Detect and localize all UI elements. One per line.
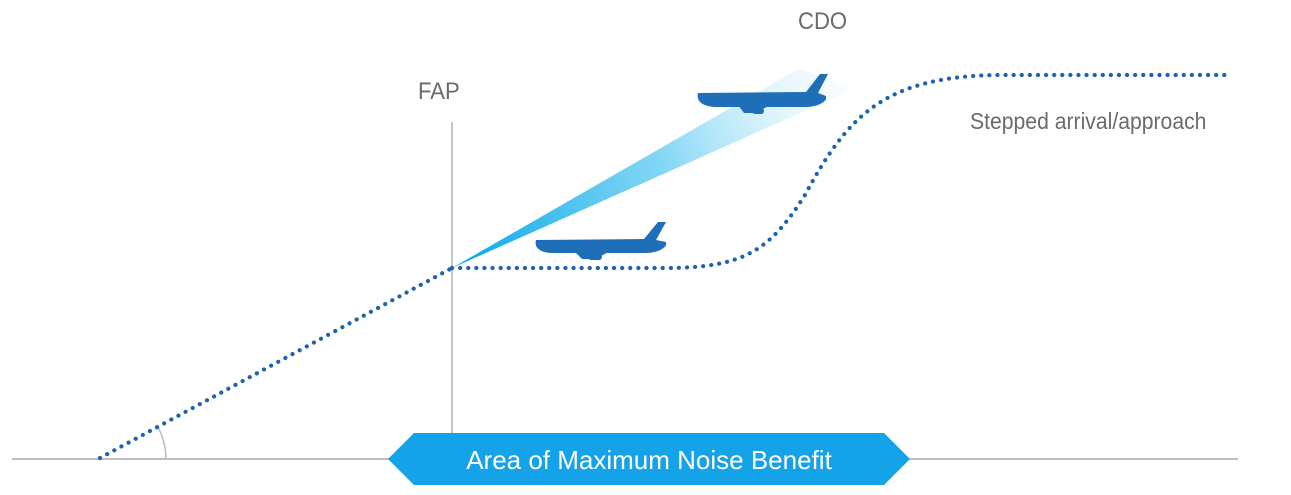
fap-label: FAP bbox=[418, 78, 460, 105]
glide-angle-arc bbox=[156, 424, 167, 460]
stepped-arrival-path bbox=[449, 72, 1229, 271]
airplane-icon-stepped bbox=[535, 222, 666, 260]
noise-benefit-label: Area of Maximum Noise Benefit bbox=[466, 445, 832, 475]
noise-benefit-banner bbox=[388, 433, 910, 485]
cdo-beam bbox=[452, 68, 852, 268]
airplane-icon-cdo bbox=[697, 74, 828, 114]
cdo-label: CDO bbox=[798, 8, 848, 35]
final-approach-path bbox=[97, 265, 455, 461]
stepped-arrival-label: Stepped arrival/approach bbox=[970, 108, 1207, 134]
